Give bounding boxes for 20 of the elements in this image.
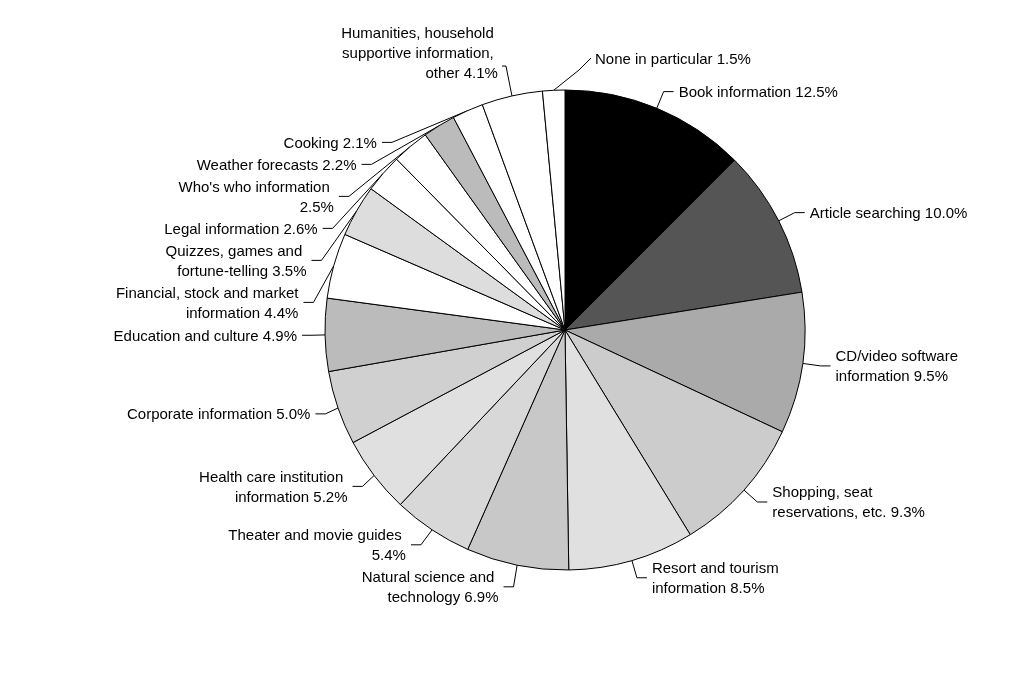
slice-label: Resort and tourism information 8.5%: [651, 559, 783, 597]
slice-label: Who's who information: [178, 177, 334, 195]
slice-label: Theater and movie guides: [228, 526, 406, 544]
slice-label: Article searching 10.0%: [809, 204, 968, 222]
slice-label: Cooking 2.1%: [283, 133, 377, 151]
slice-label: Quizzes, games and fortune-telling 3.5%: [165, 241, 307, 279]
slice-label: Corporate information 5.0%: [127, 405, 311, 423]
slice-label: Humanities, household supportive information, other 4.1%: [341, 23, 498, 81]
slice-label: Weather forecasts 2.2%: [196, 155, 357, 173]
slice-label: Financial, stock and market information 4.4%: [115, 283, 300, 321]
data-label: 5.4%: [371, 546, 406, 564]
slice-label: Education and culture 4.9%: [113, 326, 298, 344]
slice-label: Shopping, seat reservations, etc. 9.3%: [772, 483, 925, 521]
slice-label: Natural science and technology 6.9%: [361, 568, 499, 606]
slice-label: None in particular 1.5%: [595, 49, 751, 67]
slice-label: Legal information 2.6%: [164, 219, 318, 237]
data-label: 2.5%: [299, 197, 334, 215]
slice-label: CD/video software information 9.5%: [835, 347, 963, 385]
slice-label: Book information 12.5%: [678, 83, 838, 101]
slice-label: Health care institution information 5.2%: [199, 467, 348, 505]
